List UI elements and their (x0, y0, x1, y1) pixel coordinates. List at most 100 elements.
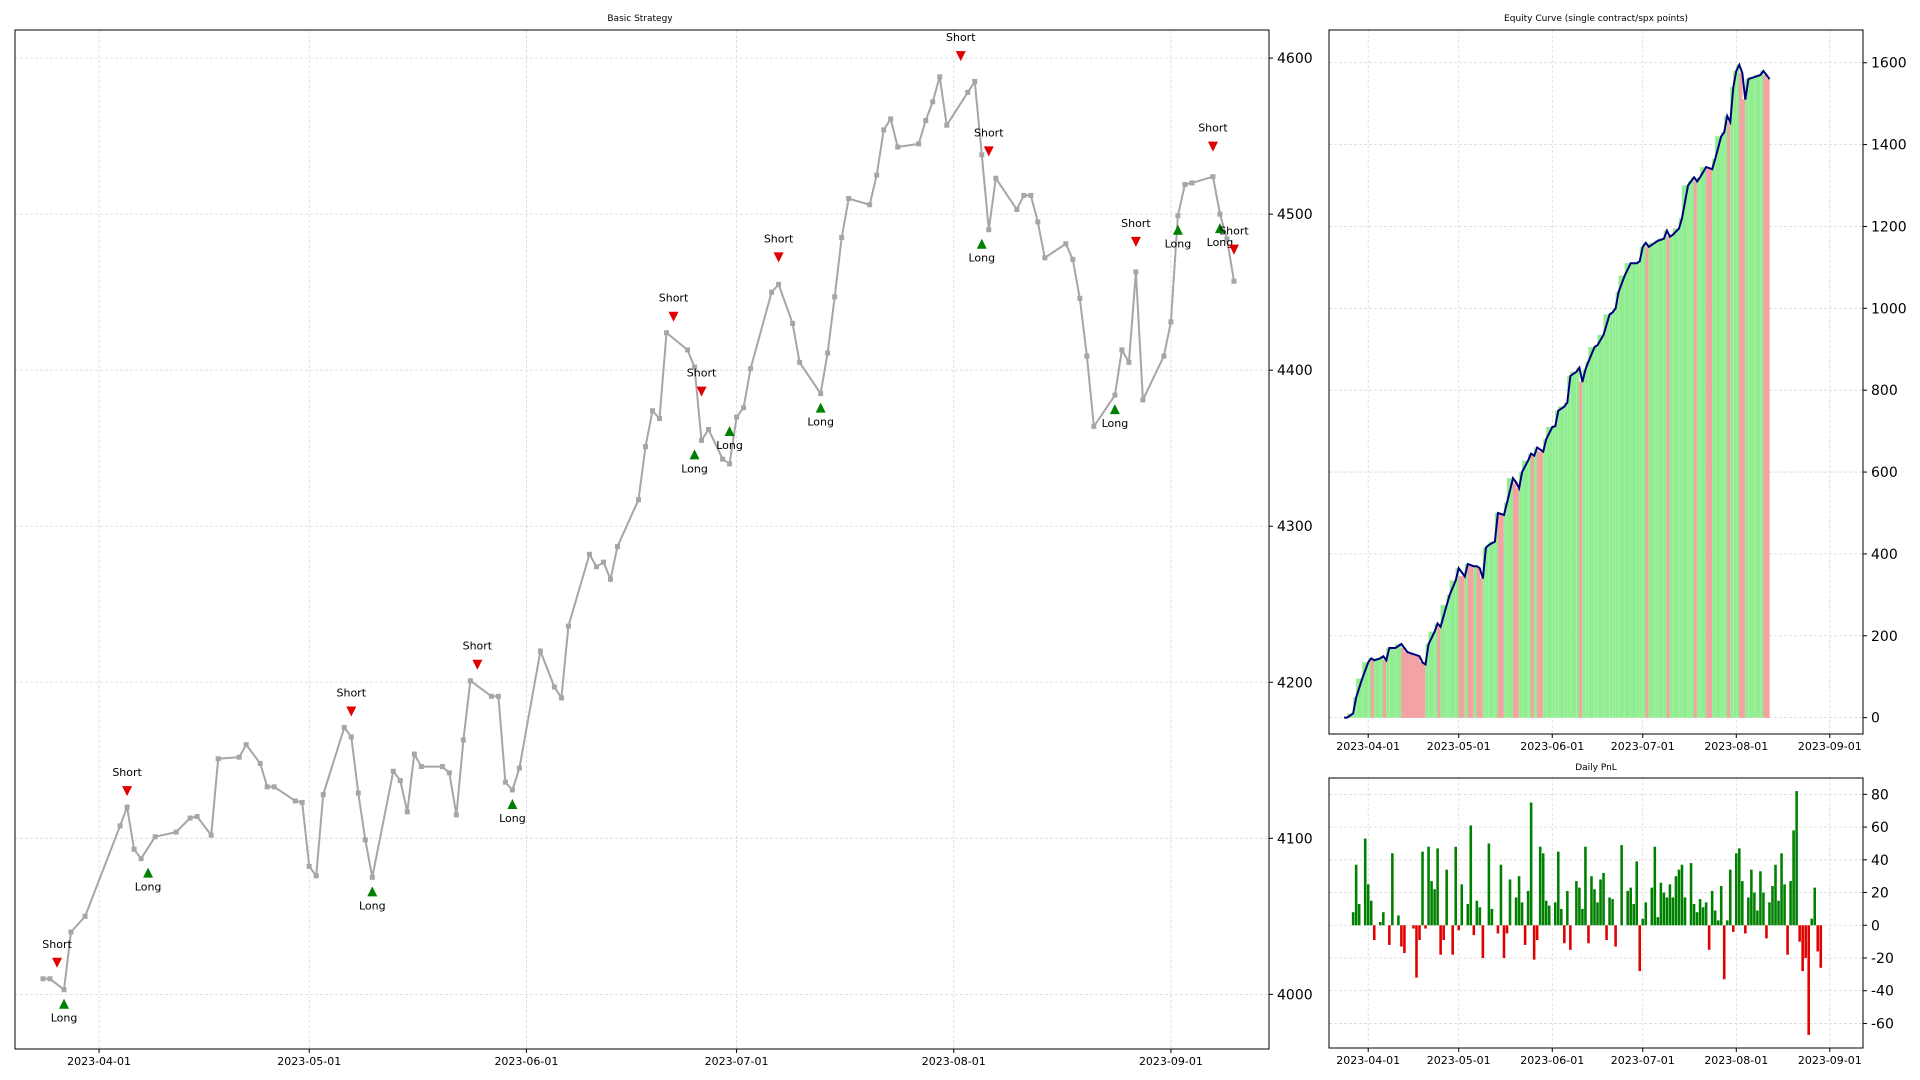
pnl-loss-bar (1403, 925, 1406, 954)
price-point (187, 815, 193, 821)
short-marker (1130, 236, 1141, 247)
price-point (40, 976, 46, 982)
pnl-gain-bar (1430, 881, 1433, 926)
pnl-loss-bar (1505, 925, 1509, 934)
price-point (194, 813, 200, 819)
equity-loss-bar (1693, 181, 1698, 718)
pnl-gain-bar (1656, 917, 1660, 926)
price-point (643, 444, 649, 450)
price-point (1161, 353, 1167, 359)
pnl-gain-bar (1795, 791, 1798, 926)
price-point (692, 364, 698, 370)
pnl-gain-bar (1421, 851, 1424, 926)
price-point (846, 196, 852, 202)
equity-gain-bar (1654, 240, 1659, 718)
equity-gain-bar (1464, 563, 1468, 718)
equity-gain-bar (1609, 312, 1613, 718)
pnl-gain-bar (1671, 897, 1675, 926)
equity-loss-bar (1437, 626, 1441, 718)
equity-gain-bar (1711, 158, 1716, 718)
price-point (551, 684, 557, 690)
equity-loss-bar (1371, 660, 1375, 718)
daily-pnl-y-axis: 80 60 40 20 0 -20 -40 -60 (1863, 787, 1894, 1032)
pnl-gain-bar (1689, 863, 1693, 926)
pnl-gain-bar (1454, 846, 1457, 926)
short-marker (668, 311, 679, 322)
equity-loss-bar (1497, 514, 1505, 718)
equity-gain-bar (1630, 263, 1637, 718)
equity-loss-bar (1763, 74, 1767, 718)
equity-loss-bar (1530, 455, 1535, 718)
long-marker (724, 426, 735, 437)
price-point (124, 804, 130, 810)
pnl-loss-bar (1744, 925, 1747, 934)
long-label: Long (499, 812, 526, 825)
pnl-gain-bar (1668, 884, 1672, 926)
pnl-gain-bar (1632, 904, 1635, 926)
equity-gain-bar (1546, 426, 1553, 718)
price-point (944, 122, 950, 128)
price-point (1224, 236, 1230, 242)
pnl-loss-bar (1587, 925, 1590, 944)
pnl-gain-bar (1741, 881, 1744, 926)
pnl-gain-bar (1813, 887, 1817, 926)
price-point (593, 564, 599, 570)
pnl-gain-bar (1357, 904, 1361, 926)
equity-gain-bar (1521, 460, 1529, 718)
pnl-gain-bar (1780, 853, 1783, 926)
price-point (797, 359, 803, 365)
price-point (706, 426, 712, 432)
price-point (1063, 241, 1069, 247)
x-tick-label: 2023-04-01 (67, 1055, 131, 1068)
short-marker (696, 386, 707, 397)
pnl-gain-bar (1538, 846, 1542, 926)
price-point (993, 175, 999, 181)
pnl-gain-bar (1738, 848, 1741, 926)
pnl-gain-bar (1626, 890, 1629, 926)
pnl-gain-bar (1728, 869, 1732, 926)
price-point (439, 764, 445, 770)
pnl-loss-bar (1786, 925, 1789, 955)
long-label: Long (968, 252, 995, 265)
y-tick-label: -40 (1871, 984, 1894, 1000)
pnl-loss-bar (1451, 925, 1454, 955)
long-label: Long (1207, 236, 1234, 249)
price-point (832, 294, 838, 300)
pnl-loss-bar (1388, 925, 1391, 945)
pnl-loss-bar (1496, 925, 1500, 934)
pnl-gain-bar (1608, 897, 1611, 926)
daily-pnl-panel: Daily PnL 2023-04-01 2023-05-01 2023-06-01… (1328, 763, 1894, 1067)
price-point (1189, 180, 1195, 186)
y-tick-label: 0 (1871, 918, 1880, 934)
equity-gain-bar (1597, 334, 1604, 718)
pnl-gain-bar (1620, 845, 1623, 926)
equity-loss-bar (1413, 656, 1420, 718)
pnl-gain-bar (1774, 864, 1777, 926)
equity-gain-bar (1588, 347, 1595, 718)
price-point (404, 809, 410, 815)
pnl-gain-bar (1526, 890, 1530, 926)
equity-gain-bar (1527, 453, 1532, 718)
equity-gain-bar (1687, 181, 1692, 718)
pnl-gain-bar (1810, 918, 1813, 926)
price-point (699, 437, 705, 443)
pnl-gain-bar (1644, 902, 1648, 926)
short-marker (472, 659, 483, 670)
pnl-gain-bar (1529, 802, 1533, 926)
price-point (972, 78, 978, 84)
price-point (657, 416, 663, 422)
long-marker (1214, 223, 1225, 234)
y-tick-label: 4300 (1277, 519, 1313, 535)
price-point (881, 127, 887, 133)
price-point (720, 456, 726, 462)
equity-curve-y-axis: 0 200 400 600 800 1000 1200 1400 1600 (1863, 56, 1907, 727)
equity-loss-bar (1422, 664, 1426, 718)
x-tick-label: 2023-09-01 (1139, 1055, 1203, 1068)
equity-gain-bar (1615, 291, 1619, 718)
y-tick-label: 600 (1871, 465, 1898, 481)
equity-gain-bar (1455, 568, 1459, 718)
price-point (418, 764, 424, 770)
short-marker (1228, 244, 1239, 255)
price-point (1070, 256, 1076, 262)
price-point (61, 987, 67, 993)
